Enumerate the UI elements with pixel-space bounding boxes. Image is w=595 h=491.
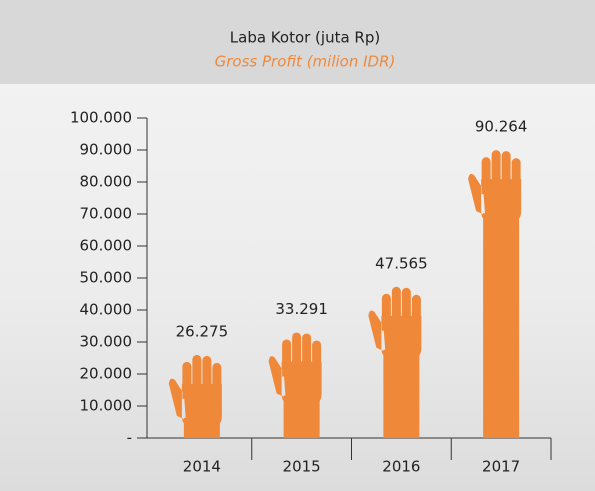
y-tick-label: 100.000 — [70, 109, 132, 127]
x-tick-label: 2016 — [382, 458, 420, 476]
y-tick-label: 10.000 — [80, 397, 133, 415]
bar — [368, 286, 422, 438]
data-label: 47.565 — [375, 254, 428, 272]
y-tick-label: 70.000 — [80, 205, 133, 223]
y-tick-label: 40.000 — [80, 301, 133, 319]
y-tick-label: 20.000 — [80, 365, 133, 383]
bar — [268, 332, 322, 438]
x-tick-label: 2015 — [283, 458, 321, 476]
data-label: 33.291 — [275, 300, 328, 318]
y-tick-label: 60.000 — [80, 237, 133, 255]
chart-title: Laba Kotor (juta Rp) — [230, 29, 380, 47]
x-tick-label: 2017 — [482, 458, 520, 476]
y-tick-label: 30.000 — [80, 333, 133, 351]
bar — [468, 150, 522, 438]
header-band — [0, 0, 595, 84]
x-tick-label: 2014 — [183, 458, 221, 476]
y-tick-label: 80.000 — [80, 173, 133, 191]
bar — [168, 354, 222, 438]
data-label: 90.264 — [475, 118, 528, 136]
chart-subtitle: Gross Profit (milion IDR) — [215, 53, 396, 71]
data-label: 26.275 — [176, 322, 229, 340]
y-tick-label: - — [127, 429, 132, 447]
y-tick-label: 50.000 — [80, 269, 133, 287]
y-tick-label: 90.000 — [80, 141, 133, 159]
